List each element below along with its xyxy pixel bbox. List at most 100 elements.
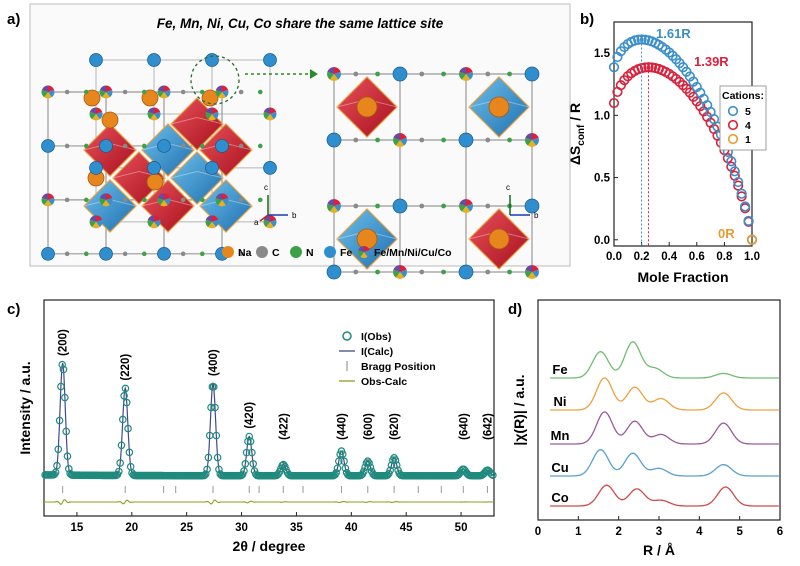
multi-atom-slice	[205, 111, 212, 120]
multi-atom-slice	[393, 133, 400, 140]
panel-b-label: b)	[580, 11, 594, 28]
obs-point	[57, 382, 65, 391]
multi-atom-slice	[364, 246, 370, 252]
multi-atom-slice	[41, 85, 48, 92]
multi-atom-slice	[326, 203, 334, 212]
axis-b-label: b	[292, 211, 297, 220]
multi-atom-slice	[459, 71, 466, 80]
multi-atom-slice	[527, 140, 537, 148]
multi-atom-slice	[334, 71, 342, 80]
legend-title: Cations:	[722, 90, 764, 102]
x-tick-label: 1	[575, 526, 582, 538]
x-tick-label: 6	[777, 526, 783, 538]
multi-atom-slice	[466, 71, 474, 80]
carbon-atom	[419, 71, 425, 77]
y-axis-label-tail: / R	[567, 103, 583, 125]
obs-point	[55, 416, 64, 425]
multi-atom-slice	[358, 250, 364, 257]
multi-atom-slice	[215, 197, 222, 206]
sodium-atom	[146, 173, 164, 191]
carbon-atom	[64, 251, 70, 257]
hkl-label: (422)	[278, 413, 290, 440]
iron-atom	[458, 264, 474, 280]
iron-atom	[458, 132, 474, 148]
iron-atom	[392, 198, 408, 214]
series-label: Ni	[554, 394, 567, 409]
obs-point	[215, 465, 223, 474]
multi-atom-slice	[154, 219, 161, 228]
x-tick-label: 15	[71, 522, 84, 534]
legend-marker-obs	[342, 331, 352, 341]
multi-atom-slice	[395, 272, 405, 279]
carbon-atom	[64, 143, 70, 149]
iron-atom	[215, 139, 229, 153]
multi-atom-slice	[157, 193, 164, 200]
multi-atom-slice	[360, 252, 368, 258]
series-5-point	[743, 215, 754, 227]
sodium-atom	[356, 228, 378, 250]
obs-point	[203, 465, 211, 474]
mixed-metal-atom	[326, 198, 342, 213]
legend-marker-n	[290, 246, 302, 258]
legend-box	[719, 85, 767, 151]
multi-atom-slice	[48, 89, 55, 98]
multi-atom-slice	[48, 197, 55, 206]
multi-atom-slice	[400, 265, 407, 272]
carbon-atom	[485, 269, 491, 275]
multi-atom-slice	[164, 197, 171, 206]
multi-atom-slice	[157, 85, 164, 92]
obs-point	[275, 468, 284, 476]
mixed-metal-atom	[99, 85, 113, 99]
multi-atom-slice	[96, 219, 103, 228]
multi-atom-slice	[524, 269, 532, 278]
octahedron-edge	[170, 116, 224, 125]
multi-atom-slice	[270, 215, 277, 222]
mixed-metal-atom	[89, 107, 103, 121]
mixed-metal-atom	[326, 67, 342, 81]
series-4-point	[608, 97, 620, 109]
multi-atom-slice	[160, 199, 168, 207]
iron-atom	[41, 139, 55, 153]
panel-a-title: Fe, Mn, Ni, Cu, Co share the same lattic…	[157, 16, 444, 31]
multi-atom-slice	[96, 215, 103, 222]
obs-point	[121, 384, 130, 393]
iron-atom	[263, 161, 277, 175]
obs-point	[116, 459, 124, 467]
series-4-point	[639, 62, 651, 73]
iron-atom	[99, 139, 113, 153]
x-tick-label: 0.4	[661, 251, 678, 263]
multi-atom-slice	[147, 107, 154, 114]
x-axis-label: R / Å	[643, 542, 675, 558]
iron-atom	[326, 264, 342, 280]
y-axis-label-main: ΔS	[567, 146, 583, 165]
iron-atom	[157, 139, 171, 153]
multi-atom-slice	[92, 221, 100, 229]
x-tick-label: 30	[235, 522, 248, 534]
legend-marker	[727, 119, 739, 131]
x-axis-label: 2θ / degree	[233, 538, 306, 554]
multi-atom-slice	[41, 89, 48, 98]
axis-c-label: c	[264, 183, 268, 192]
x-tick-label: 1.0	[744, 251, 760, 263]
axis-a-label: a	[254, 218, 259, 227]
octahedron-edge	[170, 170, 224, 179]
y-axis-label: |χ(R)| / a.u.	[511, 374, 527, 445]
panel-c-label: c)	[7, 301, 20, 318]
obs-point	[125, 448, 134, 457]
mixed-metal-atom	[89, 215, 103, 229]
multi-atom-slice	[459, 67, 466, 74]
x-tick-label: 5	[736, 526, 743, 538]
multi-atom-slice	[466, 67, 473, 74]
multi-atom-slice	[364, 250, 370, 257]
legend-label: N	[306, 247, 314, 259]
multi-atom-slice	[89, 215, 96, 222]
hkl-label: (420)	[244, 402, 256, 429]
obs-point	[58, 360, 67, 369]
obs-point	[365, 459, 373, 467]
multi-atom-slice	[205, 219, 212, 228]
mixed-metal-atom	[459, 199, 473, 213]
obs-point	[341, 464, 350, 473]
multi-atom-slice	[157, 197, 164, 206]
legend-marker-na	[222, 246, 234, 258]
obs-point	[119, 415, 127, 424]
